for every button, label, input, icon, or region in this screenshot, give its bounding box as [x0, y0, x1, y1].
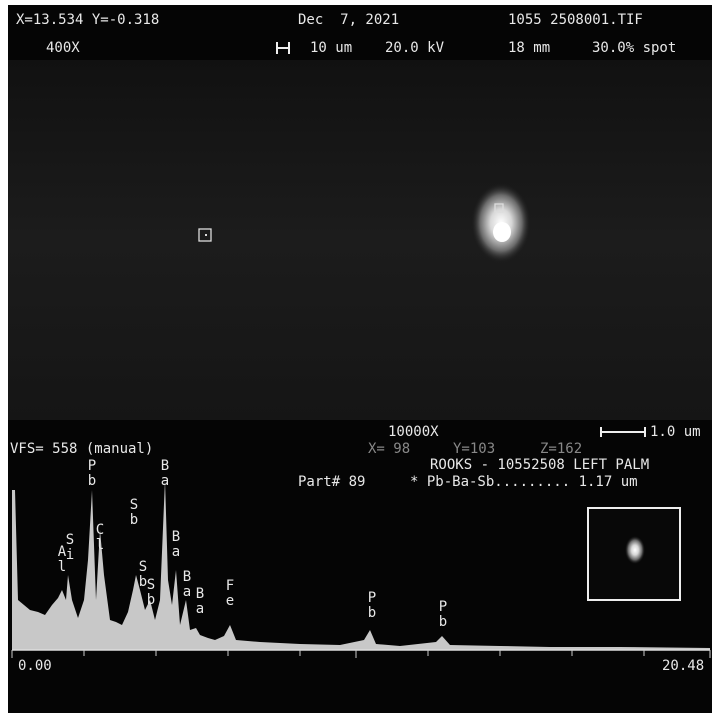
- y-coord: Y=103: [453, 441, 495, 457]
- distance: 18 mm: [508, 40, 550, 56]
- spot-size: 30.0% spot: [592, 40, 676, 56]
- z-coord: Z=162: [540, 441, 582, 457]
- sem-image: [8, 60, 712, 420]
- marker-dot: [205, 234, 207, 236]
- scale: 10 um: [310, 40, 352, 56]
- inset-particle: [625, 536, 645, 564]
- file-name: 1055 2508001.TIF: [508, 12, 643, 28]
- x-coord: X= 98: [368, 441, 410, 457]
- screen: X=13.534 Y=-0.318 Dec 7, 2021 1055 25080…: [0, 0, 718, 717]
- inset-magnification: 10000X: [388, 424, 439, 440]
- magnification: 400X: [46, 40, 80, 56]
- sample: ROOKS - 10552508 LEFT PALM: [430, 457, 649, 473]
- result: * Pb-Ba-Sb......... 1.17 um: [410, 474, 638, 490]
- axis-end: 20.48: [662, 658, 704, 674]
- voltage: 20.0 kV: [385, 40, 445, 56]
- particle-core: [493, 222, 511, 242]
- inset-scale: 1.0 um: [650, 424, 701, 440]
- part: Part# 89: [298, 474, 365, 490]
- vfs: VFS= 558 (manual): [10, 441, 153, 457]
- date: Dec 7, 2021: [298, 12, 399, 28]
- axis-start: 0.00: [18, 658, 52, 674]
- coords: X=13.534 Y=-0.318: [16, 12, 159, 28]
